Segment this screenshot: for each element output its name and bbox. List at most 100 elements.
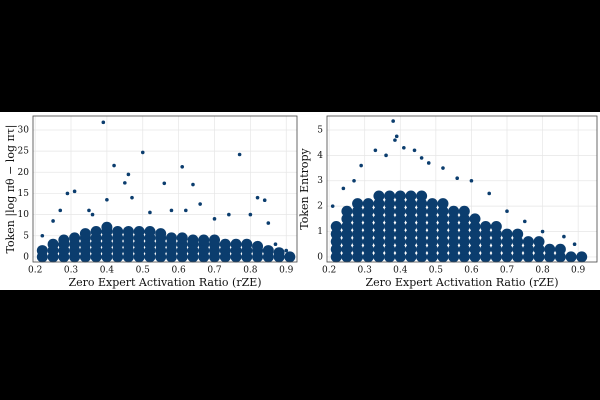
x-tick-label: 0.6 <box>464 266 479 276</box>
point <box>90 212 95 217</box>
point <box>384 243 396 255</box>
point <box>416 243 428 255</box>
point <box>512 251 524 263</box>
point <box>101 221 113 233</box>
point <box>373 220 385 232</box>
point <box>219 238 231 250</box>
point <box>273 247 285 259</box>
point <box>416 251 428 263</box>
plot-frame <box>326 115 598 263</box>
point <box>362 228 374 240</box>
point <box>469 220 481 232</box>
point <box>480 251 492 263</box>
point <box>198 202 202 206</box>
point <box>437 220 449 232</box>
point <box>501 243 513 255</box>
point <box>237 152 242 157</box>
point <box>273 242 278 247</box>
x-tick-label: 0.5 <box>136 266 151 276</box>
point <box>437 243 449 255</box>
point <box>437 213 449 225</box>
point <box>180 164 185 169</box>
point <box>480 236 492 248</box>
point <box>394 198 406 210</box>
point <box>227 212 231 217</box>
point <box>394 134 399 139</box>
point <box>212 217 217 221</box>
point <box>490 236 502 248</box>
point <box>47 238 59 250</box>
point <box>437 198 449 210</box>
point <box>144 226 156 238</box>
y-tick-label: 3 <box>317 176 323 186</box>
point <box>330 243 342 255</box>
point <box>341 243 353 255</box>
point <box>490 220 502 232</box>
point <box>412 148 417 153</box>
point <box>441 166 445 170</box>
plot-frame <box>32 115 298 263</box>
point <box>426 198 438 210</box>
x-tick-label: 0.4 <box>100 266 115 276</box>
y-tick-label: 2 <box>317 202 323 212</box>
point <box>184 208 188 213</box>
point <box>448 236 460 248</box>
y-tick-label: 5 <box>317 125 323 135</box>
point <box>87 208 91 213</box>
point <box>540 229 545 234</box>
point <box>384 205 396 217</box>
point <box>394 236 406 248</box>
point <box>572 242 577 247</box>
point <box>426 213 438 225</box>
point <box>352 228 364 240</box>
point <box>405 198 417 210</box>
point <box>480 228 492 240</box>
point <box>209 234 220 246</box>
point <box>426 228 438 240</box>
point <box>352 198 364 210</box>
point <box>458 205 470 217</box>
point <box>58 208 63 213</box>
point <box>165 232 177 244</box>
point <box>501 236 513 248</box>
point <box>448 213 460 225</box>
point <box>437 228 449 240</box>
point <box>130 195 134 200</box>
point <box>405 213 417 225</box>
point <box>255 195 260 200</box>
point <box>394 228 406 240</box>
point <box>176 232 188 244</box>
point <box>198 234 210 246</box>
point <box>352 236 364 248</box>
point <box>469 228 481 240</box>
point <box>405 243 417 255</box>
point <box>501 228 513 240</box>
x-axis-label: Zero Expert Activation Ratio (rZE) <box>68 276 261 289</box>
point <box>405 220 417 232</box>
point <box>362 251 374 263</box>
point <box>469 243 481 255</box>
point <box>112 163 116 168</box>
point <box>416 198 428 210</box>
point <box>426 236 438 248</box>
point <box>554 243 566 255</box>
point <box>40 233 45 238</box>
point <box>122 226 134 238</box>
point <box>426 205 438 217</box>
point <box>105 197 109 202</box>
point <box>373 228 385 240</box>
point <box>512 228 524 240</box>
point <box>72 189 77 194</box>
point <box>330 220 342 232</box>
point <box>405 190 417 202</box>
point <box>416 213 428 225</box>
point <box>455 176 459 181</box>
x-tick-label: 0.2 <box>322 266 336 276</box>
y-tick-label: 0 <box>23 252 29 262</box>
point <box>362 243 374 255</box>
point <box>393 138 397 142</box>
y-tick-label: 25 <box>18 147 30 157</box>
point <box>362 220 374 232</box>
